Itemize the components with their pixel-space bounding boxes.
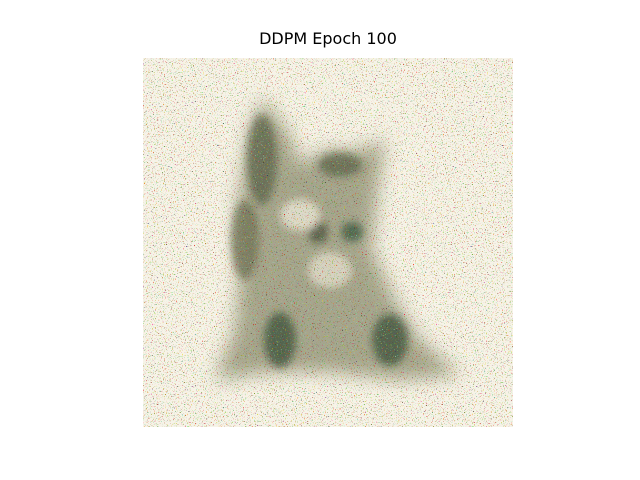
generated-image (143, 58, 513, 427)
noise-green (143, 58, 513, 427)
image-title: DDPM Epoch 100 (259, 29, 397, 48)
